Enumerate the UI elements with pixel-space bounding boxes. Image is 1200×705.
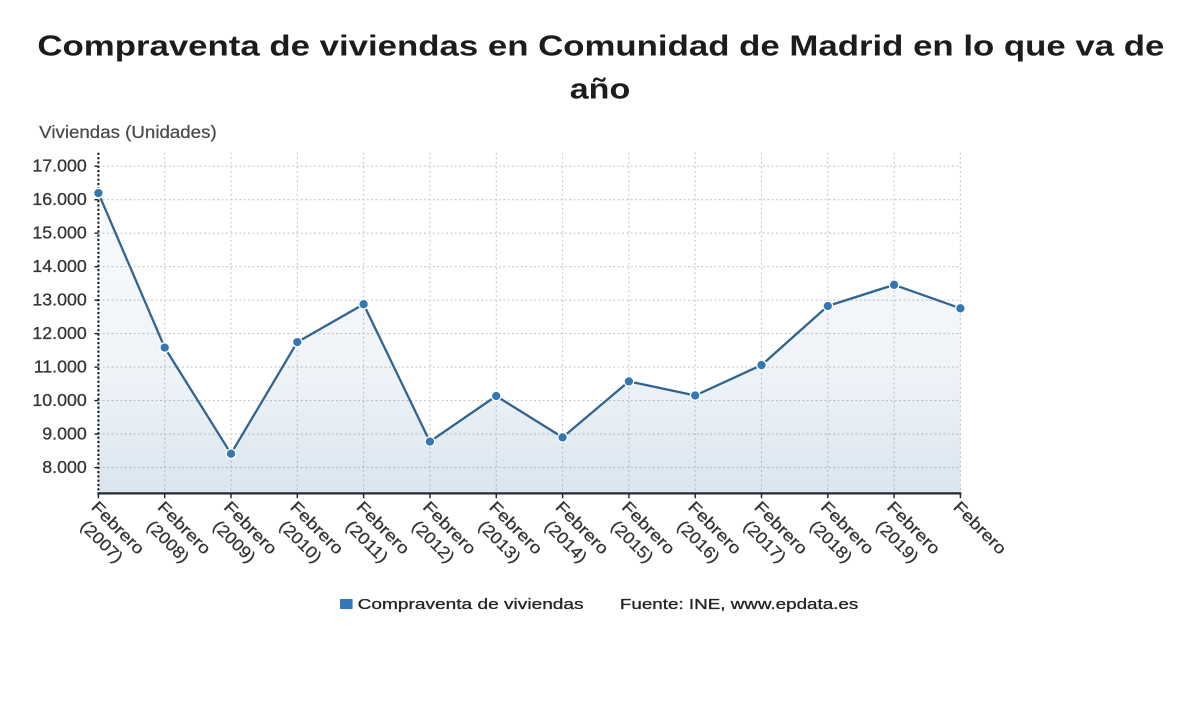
svg-text:14.000: 14.000 [32, 256, 86, 276]
svg-text:Compraventa de viviendas en Co: Compraventa de viviendas en Comunidad de… [37, 31, 1164, 63]
svg-text:Viviendas (Unidades): Viviendas (Unidades) [39, 122, 217, 142]
svg-text:8.000: 8.000 [42, 457, 87, 477]
svg-text:año: año [570, 74, 631, 106]
svg-text:12.000: 12.000 [32, 323, 86, 343]
svg-text:Fuente: INE, www.epdata.es: Fuente: INE, www.epdata.es [620, 596, 858, 613]
svg-text:15.000: 15.000 [32, 223, 86, 243]
svg-text:13.000: 13.000 [32, 290, 86, 310]
svg-text:Compraventa de viviendas: Compraventa de viviendas [358, 596, 584, 613]
svg-text:Febrero: Febrero [950, 498, 1010, 558]
svg-text:16.000: 16.000 [32, 189, 86, 209]
svg-text:10.000: 10.000 [32, 390, 86, 410]
svg-text:11.000: 11.000 [34, 357, 87, 377]
svg-text:9.000: 9.000 [42, 424, 87, 444]
svg-text:17.000: 17.000 [32, 156, 86, 176]
